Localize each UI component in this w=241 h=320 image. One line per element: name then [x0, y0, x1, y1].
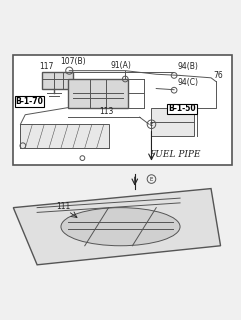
Text: 94(B): 94(B): [178, 62, 199, 71]
Bar: [68, 79, 128, 108]
Ellipse shape: [61, 208, 180, 246]
Text: 94(C): 94(C): [178, 78, 199, 87]
Text: 91(A): 91(A): [110, 61, 131, 70]
Text: 76: 76: [214, 71, 223, 80]
Text: B-1-70: B-1-70: [16, 97, 44, 106]
Text: E: E: [150, 122, 153, 127]
Text: 111: 111: [56, 202, 70, 211]
Text: B-1-50: B-1-50: [168, 104, 196, 113]
Bar: [42, 72, 73, 89]
Bar: [152, 108, 194, 136]
Bar: [20, 124, 109, 148]
Bar: [13, 55, 233, 165]
Text: E: E: [150, 177, 153, 182]
Polygon shape: [13, 188, 221, 265]
Text: 107(B): 107(B): [60, 57, 86, 66]
Text: 113: 113: [99, 107, 114, 116]
Text: 117: 117: [40, 62, 54, 71]
Text: FUEL PIPE: FUEL PIPE: [150, 150, 201, 159]
